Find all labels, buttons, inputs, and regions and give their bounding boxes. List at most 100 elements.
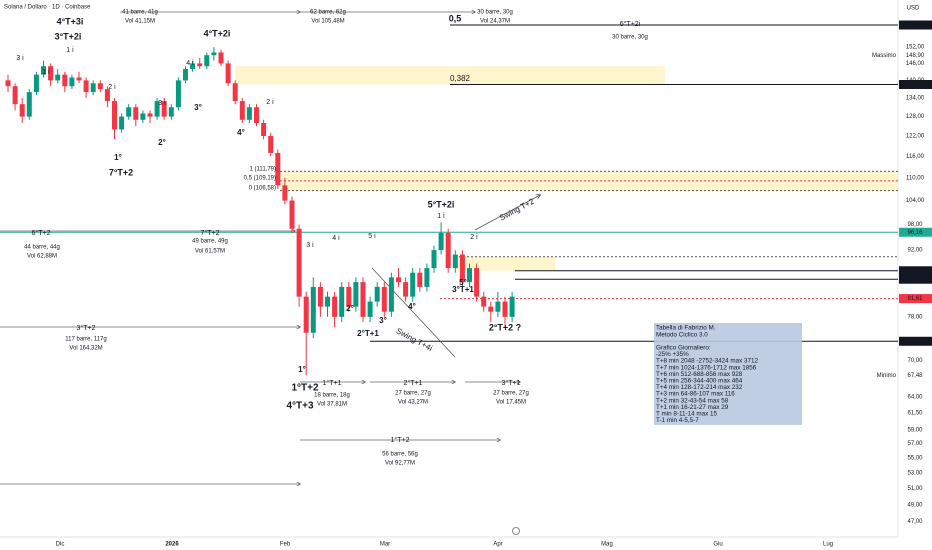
info-line: T+8 min 2048 -2752-3424 max 3712 xyxy=(656,358,759,365)
annotation: 49 barre, 49g xyxy=(192,239,228,245)
candle-body xyxy=(282,185,288,201)
candle-body xyxy=(69,77,75,87)
price-label-box xyxy=(899,336,932,346)
candle-body xyxy=(289,200,295,229)
annotation: Swing T+2 xyxy=(498,197,536,223)
candle-body xyxy=(218,52,224,64)
candle-body xyxy=(459,254,465,283)
annotation: 5 i xyxy=(368,233,376,240)
price-label-box xyxy=(899,274,932,284)
candle-body xyxy=(239,101,245,120)
y-tick-label: 122,00 xyxy=(906,134,925,140)
annotation: 56 barre, 56g xyxy=(382,452,418,458)
annotation: Vol 43,27M xyxy=(398,400,428,406)
y-tick-label: 104,00 xyxy=(906,198,925,204)
info-line: T+6 min 512-688-856 max 928 xyxy=(656,371,743,378)
y-tick-label: 116,00 xyxy=(906,154,925,160)
swing-arrow xyxy=(371,267,456,358)
annotation: 1°T+2 xyxy=(391,436,410,444)
candle-body xyxy=(346,286,352,307)
price-label: 96,16 xyxy=(907,230,923,236)
extreme-value: 67,48 xyxy=(907,373,923,379)
candle-body xyxy=(360,282,366,317)
zoom-icon[interactable] xyxy=(512,527,520,535)
price-label-box xyxy=(899,266,932,276)
annotation: 1°T+1 xyxy=(323,379,342,387)
annotation: Vol 61,57M xyxy=(195,249,225,255)
y-tick-label: 146,00 xyxy=(906,61,925,67)
annotation: 3°T+2 xyxy=(77,324,96,332)
candle-body xyxy=(388,277,394,312)
info-line: T+2 min 32-43-54 max 58 xyxy=(656,397,729,404)
annotation: 2° xyxy=(158,138,166,147)
candle-body xyxy=(104,89,110,102)
annotation: 4°T+3 xyxy=(286,401,314,412)
candle-body xyxy=(62,74,68,87)
candle-body xyxy=(296,228,302,297)
y-tick-label: 49,00 xyxy=(907,502,923,508)
annotation: 2°T+2 ? xyxy=(489,322,521,332)
info-line: T min 8-11-14 max 15 xyxy=(656,410,718,417)
candle-body xyxy=(133,107,139,120)
candle-body xyxy=(12,86,18,105)
y-tick-label: 57,00 xyxy=(907,441,923,447)
candle-body xyxy=(90,83,96,93)
candle-body xyxy=(325,296,330,307)
annotation: 4 i xyxy=(186,60,194,67)
annotation: Vol 37,81M xyxy=(317,402,347,408)
candle-body xyxy=(481,296,487,307)
info-line: T+1 min 16-21-27 max 29 xyxy=(656,404,729,411)
annotation: 27 barre, 27g xyxy=(395,391,431,397)
x-tick-label: Mar xyxy=(380,542,390,548)
candle-body xyxy=(26,92,32,117)
annotation: 1 i xyxy=(66,47,74,54)
candle-body xyxy=(424,268,430,287)
annotation: 30 barre, 30g xyxy=(477,10,513,16)
annotation: 4°T+3i xyxy=(57,16,84,26)
annotation: Swing T+4i xyxy=(395,326,434,353)
annotation: Vol 41,15M xyxy=(125,19,155,25)
annotation: 18 barre, 18g xyxy=(314,393,350,399)
annotation: 3° xyxy=(194,103,202,112)
price-label-box xyxy=(899,227,932,237)
y-tick-label: 61,50 xyxy=(907,411,923,417)
candle-body xyxy=(183,68,188,81)
candle-body xyxy=(502,301,508,317)
candle-body xyxy=(33,74,39,93)
annotation: Vol 17,45M xyxy=(496,400,526,406)
x-tick-label: Mag xyxy=(601,542,613,548)
candle-body xyxy=(353,282,359,307)
info-line: -25% +35% xyxy=(656,351,689,358)
candle-body xyxy=(211,52,217,56)
candle-body xyxy=(55,74,61,81)
candle-body xyxy=(140,113,146,120)
extreme-name: Massimo xyxy=(872,53,897,59)
annotation: 5°T+2i xyxy=(428,199,455,209)
annotation: 6°T+2 xyxy=(32,229,51,237)
info-line: T+4 min 128-172-214 max 232 xyxy=(656,384,743,391)
annotation: 1 i xyxy=(437,213,445,220)
y-tick-label: 64,00 xyxy=(907,394,923,400)
candle-body xyxy=(48,66,54,81)
info-line: Tabella di Fabrizio M. xyxy=(656,325,716,332)
candle-body xyxy=(232,83,238,102)
annotation: Vol 24,37M xyxy=(480,19,510,25)
annotation: 3°T+1 xyxy=(502,379,521,387)
candle-body xyxy=(154,101,160,117)
annotation: 1 (111,79) xyxy=(250,167,276,173)
candle-body xyxy=(19,104,25,117)
candle-body xyxy=(83,80,89,93)
candle-body xyxy=(403,282,409,297)
info-line: T+3 min 64-86-107 max 116 xyxy=(656,391,735,398)
y-tick-label: 134,00 xyxy=(906,96,925,102)
annotation: 41 barre, 41g xyxy=(122,10,158,16)
candle-body xyxy=(495,301,501,312)
candle-body xyxy=(374,286,380,302)
y-tick-label: 92,00 xyxy=(907,248,923,254)
annotation: 1°T+2 xyxy=(291,383,319,394)
annotation: 0 (106,58) xyxy=(249,186,276,192)
price-label: 85,61 xyxy=(907,277,923,283)
candle-body xyxy=(190,63,196,69)
candle-body xyxy=(317,286,323,307)
candle-body xyxy=(147,113,153,117)
